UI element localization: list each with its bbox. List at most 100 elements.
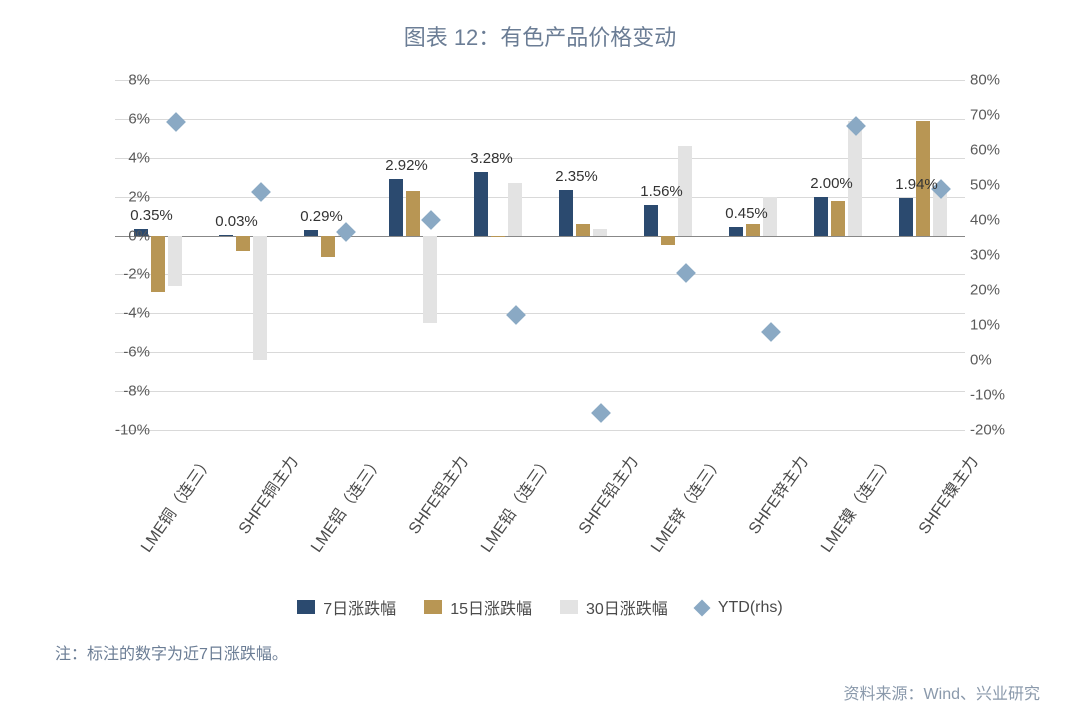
- legend-label: YTD(rhs): [718, 599, 783, 617]
- y-right-tick: 10%: [970, 317, 1000, 334]
- y-right-tick: -20%: [970, 422, 1005, 439]
- swatch-icon: [560, 600, 578, 614]
- gridline: [115, 197, 965, 198]
- x-category-label: SHFE镍主力: [882, 450, 982, 578]
- swatch-icon: [424, 600, 442, 614]
- data-label: 0.03%: [215, 213, 258, 230]
- legend-item: 15日涨跌幅: [424, 595, 532, 619]
- y-left-tick: -10%: [115, 422, 150, 439]
- x-category-label: LME铜（连三）: [117, 450, 217, 578]
- x-category-label: LME锌（连三）: [627, 450, 727, 578]
- y-right-tick: 80%: [970, 72, 1000, 89]
- bar-d7: [644, 205, 658, 235]
- x-category-label: SHFE铅主力: [542, 450, 642, 578]
- swatch-icon: [297, 600, 315, 614]
- gridline: [115, 352, 965, 353]
- legend-item: 7日涨跌幅: [297, 595, 396, 619]
- bar-d15: [321, 236, 335, 257]
- chart-area: 0.35%0.03%0.29%2.92%3.28%2.35%1.56%0.45%…: [75, 80, 1005, 430]
- bar-d7: [474, 172, 488, 236]
- y-right-tick: 30%: [970, 247, 1000, 264]
- y-left-tick: 8%: [128, 72, 150, 89]
- chart-container: 图表 12：有色产品价格变动 0.35%0.03%0.29%2.92%3.28%…: [0, 0, 1080, 713]
- bar-d15: [661, 236, 675, 246]
- ytd-diamond: [336, 222, 356, 242]
- legend: 7日涨跌幅 15日涨跌幅 30日涨跌幅 YTD(rhs): [0, 595, 1080, 619]
- bar-d7: [559, 190, 573, 236]
- x-category-label: SHFE铜主力: [202, 450, 302, 578]
- bar-d15: [746, 224, 760, 236]
- gridline: [115, 80, 965, 81]
- y-right-tick: 60%: [970, 142, 1000, 159]
- ytd-diamond: [676, 263, 696, 283]
- footnote: 注：标注的数字为近7日涨跌幅。: [55, 640, 288, 664]
- data-label: 2.00%: [810, 175, 853, 192]
- ytd-diamond: [506, 305, 526, 325]
- y-left-tick: -8%: [123, 383, 150, 400]
- gridline: [115, 313, 965, 314]
- x-category-label: LME铝（连三）: [287, 450, 387, 578]
- y-left-tick: 6%: [128, 110, 150, 127]
- legend-label: 7日涨跌幅: [323, 595, 396, 619]
- bar-d7: [304, 230, 318, 236]
- bar-d30: [253, 236, 267, 360]
- data-label: 0.45%: [725, 205, 768, 222]
- bar-d7: [899, 198, 913, 236]
- ytd-diamond: [761, 322, 781, 342]
- y-right-tick: 50%: [970, 177, 1000, 194]
- x-category-label: LME铅（连三）: [457, 450, 557, 578]
- bar-d15: [831, 201, 845, 236]
- source-text: 资料来源：Wind、兴业研究: [844, 680, 1040, 704]
- gridline: [115, 391, 965, 392]
- y-left-tick: -4%: [123, 305, 150, 322]
- bar-d15: [151, 236, 165, 292]
- legend-label: 30日涨跌幅: [586, 595, 668, 619]
- y-left-tick: 4%: [128, 149, 150, 166]
- gridline: [115, 119, 965, 120]
- bar-d15: [576, 224, 590, 236]
- x-axis-labels: LME铜（连三）SHFE铜主力LME铝（连三）SHFE铝主力LME铅（连三）SH…: [115, 440, 965, 580]
- x-category-label: SHFE锌主力: [712, 450, 812, 578]
- y-right-tick: -10%: [970, 387, 1005, 404]
- bar-d30: [423, 236, 437, 324]
- y-right-tick: 70%: [970, 107, 1000, 124]
- bar-d7: [219, 235, 233, 236]
- ytd-diamond: [591, 403, 611, 423]
- y-right-tick: 40%: [970, 212, 1000, 229]
- chart-title: 图表 12：有色产品价格变动: [0, 0, 1080, 52]
- bar-d30: [508, 183, 522, 236]
- legend-label: 15日涨跌幅: [450, 595, 532, 619]
- data-label: 1.94%: [895, 176, 938, 193]
- legend-item: 30日涨跌幅: [560, 595, 668, 619]
- bar-d30: [593, 229, 607, 236]
- diamond-icon: [693, 600, 710, 617]
- y-left-tick: 0%: [128, 227, 150, 244]
- bar-d7: [389, 179, 403, 236]
- data-label: 2.92%: [385, 157, 428, 174]
- ytd-diamond: [251, 182, 271, 202]
- x-category-label: SHFE铝主力: [372, 450, 472, 578]
- data-label: 1.56%: [640, 183, 683, 200]
- y-left-tick: -2%: [123, 266, 150, 283]
- data-label: 0.29%: [300, 208, 343, 225]
- y-left-tick: -6%: [123, 344, 150, 361]
- x-category-label: LME镍（连三）: [797, 450, 897, 578]
- data-label: 2.35%: [555, 168, 598, 185]
- bar-d15: [236, 236, 250, 252]
- data-label: 0.35%: [130, 207, 173, 224]
- legend-item: YTD(rhs): [696, 599, 783, 617]
- bar-d15: [406, 191, 420, 236]
- bar-d7: [814, 197, 828, 236]
- y-right-tick: 0%: [970, 352, 992, 369]
- ytd-diamond: [421, 210, 441, 230]
- gridline: [115, 430, 965, 431]
- plot-region: 0.35%0.03%0.29%2.92%3.28%2.35%1.56%0.45%…: [115, 80, 965, 430]
- ytd-diamond: [166, 112, 186, 132]
- y-left-tick: 2%: [128, 188, 150, 205]
- y-right-tick: 20%: [970, 282, 1000, 299]
- bar-d7: [729, 227, 743, 236]
- gridline: [115, 274, 965, 275]
- gridline: [115, 158, 965, 159]
- bar-d15: [491, 236, 505, 237]
- bar-d30: [168, 236, 182, 287]
